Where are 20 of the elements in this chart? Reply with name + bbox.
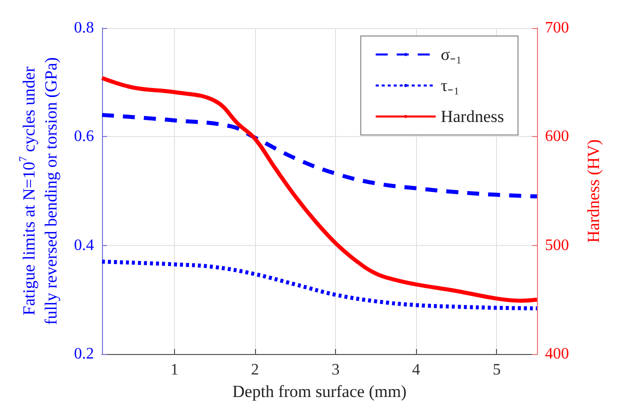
y2-tick-label: 500 — [545, 236, 569, 254]
x-tick-label: 5 — [492, 362, 501, 378]
x-tick-label: 2 — [251, 362, 260, 378]
y-tick-label: 0.8 — [74, 20, 94, 36]
legend-label: σ₋₁ — [440, 45, 462, 64]
x-tick-label: 1 — [170, 362, 178, 378]
legend-label: Hardness — [440, 107, 504, 126]
y2-tick-label: 700 — [545, 20, 569, 36]
y2-tick-label: 400 — [545, 346, 569, 362]
line-series — [100, 260, 539, 310]
x-tick-label: 3 — [332, 362, 340, 378]
line-series — [100, 76, 539, 303]
y2-tick-label: 600 — [545, 128, 569, 146]
legend-label: τ₋₁ — [440, 76, 460, 95]
y2-axis-title: Hardness (HV) — [584, 139, 603, 243]
x-axis-title: Depth from surface (mm) — [232, 382, 407, 401]
x-tick-label: 4 — [412, 362, 420, 378]
y-tick-label: 0.2 — [74, 346, 94, 362]
y-tick-label: 0.6 — [74, 128, 94, 146]
y-tick-label: 0.4 — [74, 236, 94, 254]
